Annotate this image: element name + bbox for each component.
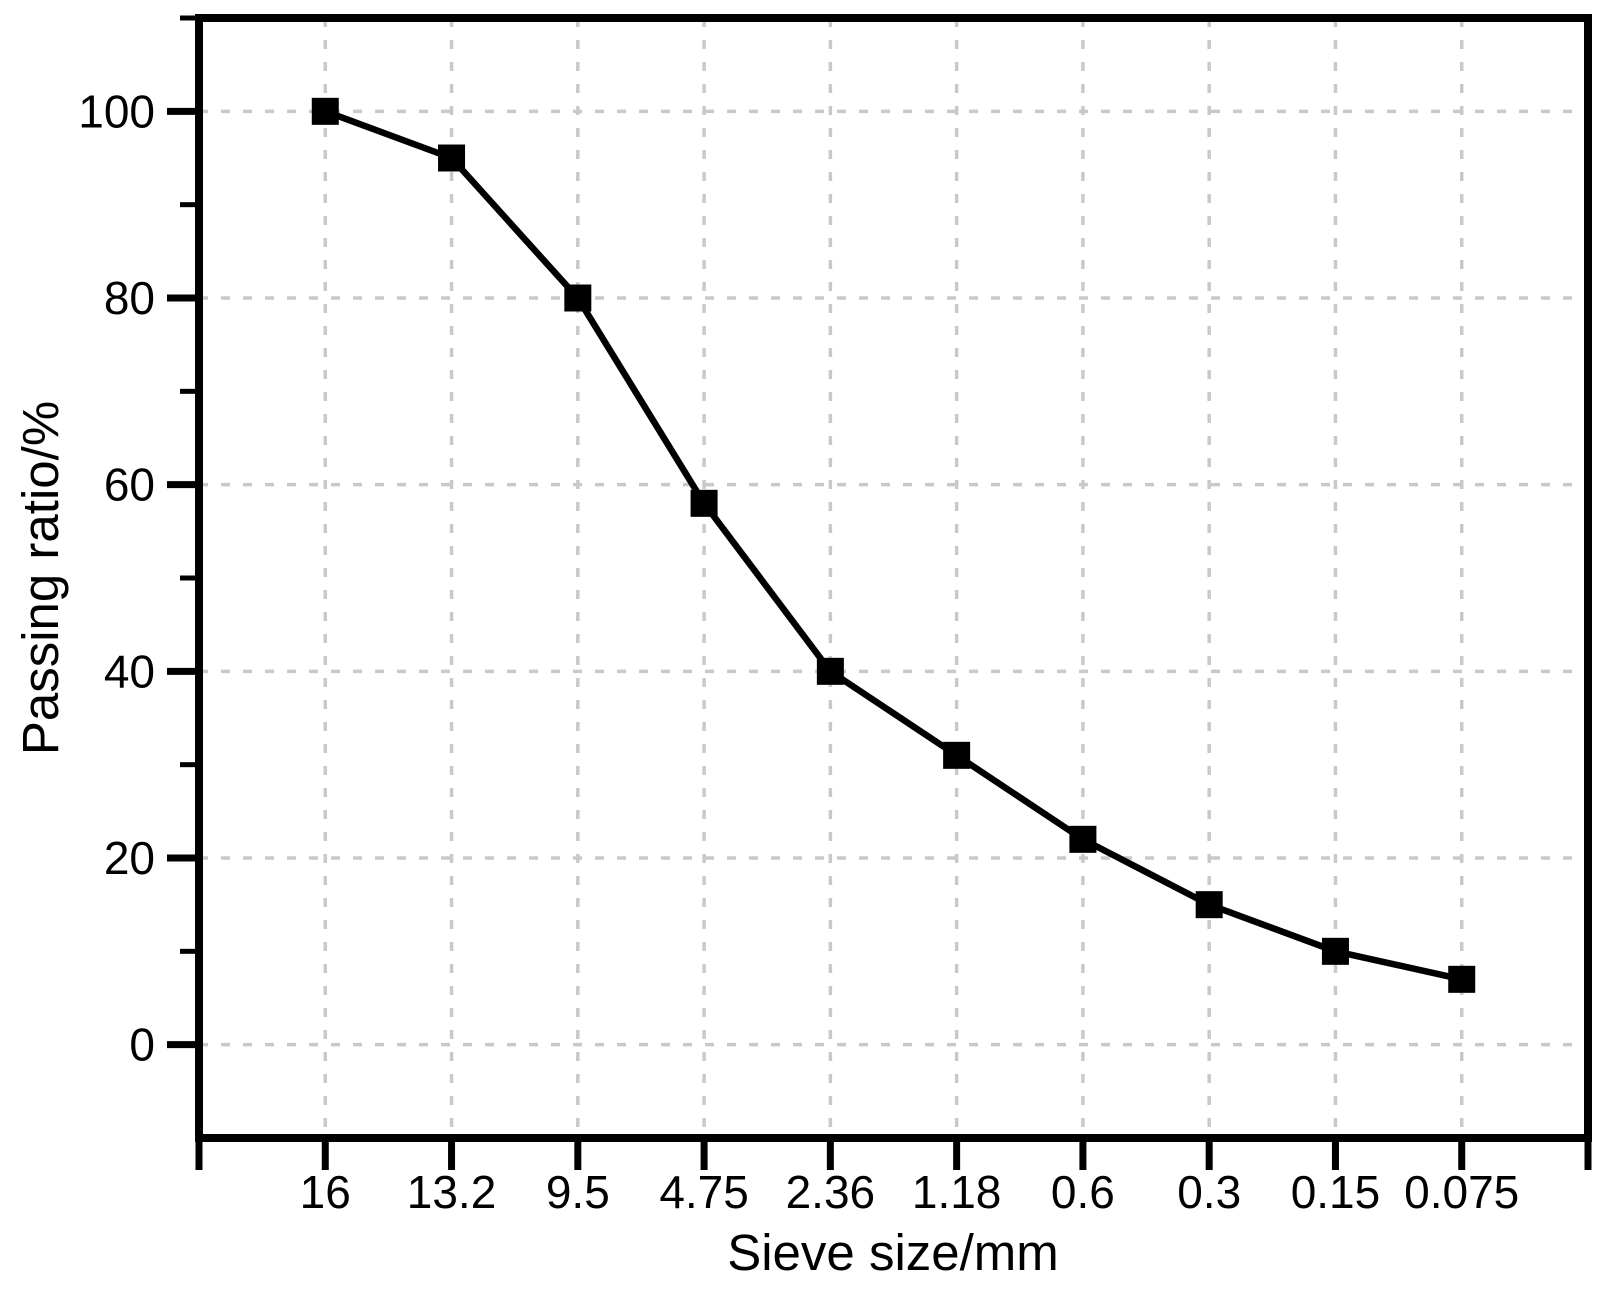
tick-label-layer: 0 20 40 60 80 100 16 13.2 9.5 4.75 2.36 1.18 0.6 0.3 0… [78,85,1519,1218]
x-tick-label: 13.2 [407,1166,497,1218]
x-tick-label: 1.18 [912,1166,1002,1218]
grid-layer [199,18,1588,1138]
y-tick-label: 80 [104,272,155,324]
y-tick-label: 40 [104,645,155,697]
data-point-marker [816,657,844,685]
y-axis-title: Passing ratio/% [12,401,69,755]
series-layer [311,97,1476,993]
data-point-marker [438,144,466,172]
series-line [324,108,1463,983]
y-tick-label: 0 [129,1019,155,1071]
y-tick-label: 20 [104,832,155,884]
data-point-marker [943,741,971,769]
y-tick-label: 100 [78,85,155,137]
axes-layer [167,14,1592,1170]
plot-frame [195,14,1592,1142]
x-axis-title: Sieve size/mm [727,1224,1059,1281]
data-point-marker [1069,825,1097,853]
data-point-marker [564,284,592,312]
data-point-marker [311,97,339,125]
data-point-marker [1448,965,1476,993]
data-point-marker [1195,891,1223,919]
data-point-marker [1321,937,1349,965]
x-tick-label: 0.15 [1291,1166,1381,1218]
x-tick-label: 9.5 [546,1166,610,1218]
data-point-marker [690,489,718,517]
x-tick-label: 16 [300,1166,351,1218]
x-tick-label: 0.6 [1051,1166,1115,1218]
x-tick-label: 2.36 [786,1166,876,1218]
y-tick-label: 60 [104,459,155,511]
x-tick-label: 0.3 [1177,1166,1241,1218]
x-tick-label: 0.075 [1404,1166,1519,1218]
x-tick-label: 4.75 [659,1166,749,1218]
